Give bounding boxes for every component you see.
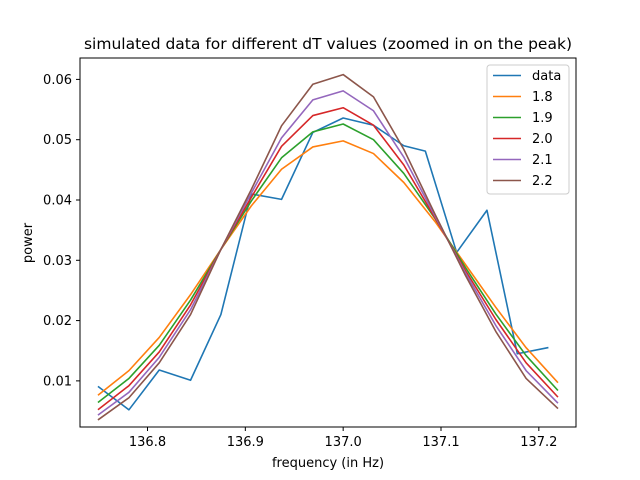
x-tick-label: 137.1: [422, 435, 459, 450]
series-layer: [97, 73, 559, 421]
legend-label: data: [532, 69, 561, 84]
y-tick-label: 0.03: [43, 254, 72, 269]
x-tick-label: 136.9: [227, 435, 264, 450]
chart-title: simulated data for different dT values (…: [84, 35, 572, 53]
legend-label: 1.9: [532, 111, 553, 126]
y-tick-label: 0.05: [43, 133, 72, 148]
y-tick-label: 0.02: [43, 314, 72, 329]
x-axis: 136.8 136.9 137.0 137.1 137.2: [129, 427, 557, 450]
plot-area: [79, 57, 577, 428]
series-line-data: [97, 117, 549, 411]
series-line-1-9: [97, 123, 559, 404]
x-tick-label: 136.8: [129, 435, 166, 450]
plot-frame: [79, 57, 577, 428]
x-axis-label: frequency (in Hz): [272, 456, 384, 471]
legend-label: 2.2: [532, 174, 553, 189]
y-tick-label: 0.04: [43, 193, 72, 208]
legend-box: [486, 64, 570, 195]
y-axis-label: power: [21, 222, 36, 263]
series-line-2-0: [97, 106, 559, 411]
series-line-1-8: [97, 140, 559, 396]
x-tick-label: 137.0: [325, 435, 362, 450]
x-tick-label: 137.2: [520, 435, 557, 450]
legend: data 1.8 1.9 2.0 2.1 2.2: [486, 64, 570, 195]
legend-label: 2.0: [532, 132, 553, 147]
y-axis: 0.01 0.02 0.03 0.04 0.05 0.06: [43, 73, 80, 389]
legend-label: 1.8: [532, 90, 553, 105]
y-tick-label: 0.06: [43, 73, 72, 88]
series-line-2-2: [97, 73, 559, 421]
legend-label: 2.1: [532, 153, 553, 168]
y-tick-label: 0.01: [43, 374, 72, 389]
series-line-2-1: [97, 90, 559, 416]
